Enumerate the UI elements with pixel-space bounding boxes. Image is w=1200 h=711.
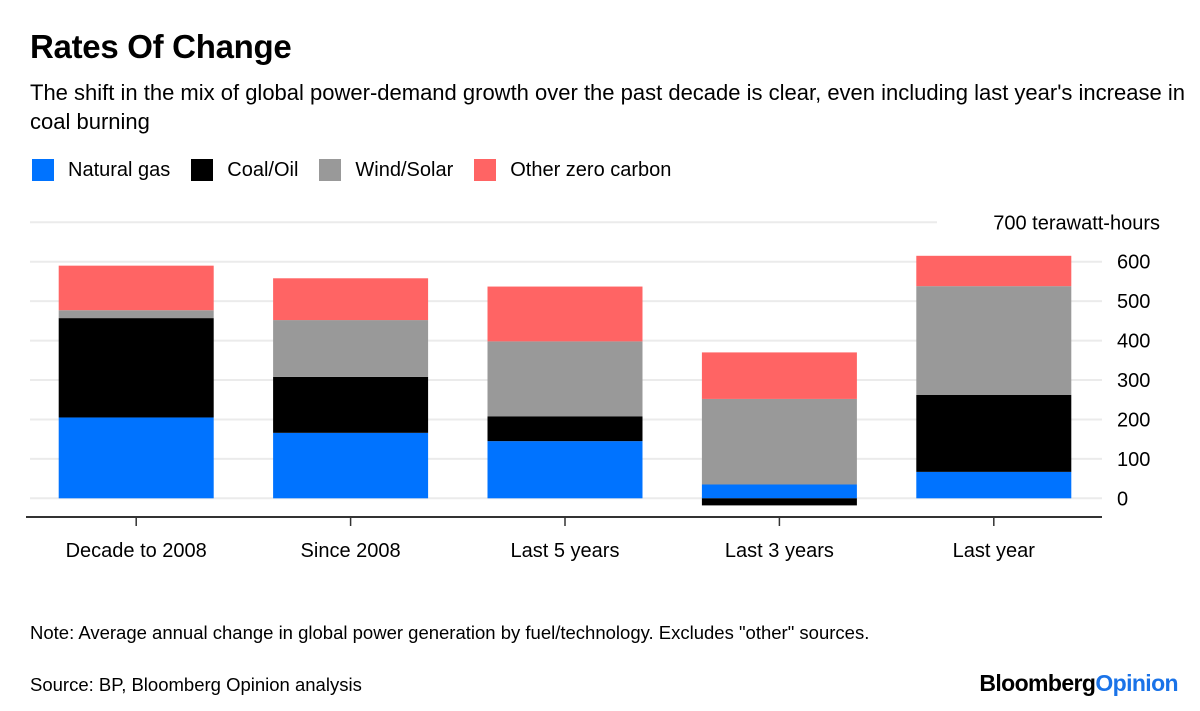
- brand-logo-main: Bloomberg: [979, 670, 1096, 696]
- bar-last-5-years-natural-gas: [487, 441, 643, 499]
- y-tick-label-300: 300: [1117, 370, 1150, 392]
- legend-label-other-zero-carbon: Other zero carbon: [510, 158, 672, 181]
- bar-last-year-natural-gas: [916, 471, 1072, 499]
- bar-since-2008-wind-solar: [273, 320, 429, 377]
- bar-last-3-years-natural-gas: [701, 484, 857, 499]
- legend-item-other-zero-carbon: Other zero carbon: [474, 159, 671, 182]
- bar-last-3-years-wind-solar: [701, 398, 857, 485]
- bar-last-5-years-wind-solar: [487, 341, 643, 417]
- y-tick-label-500: 500: [1117, 291, 1150, 313]
- bar-since-2008-coal-oil: [273, 376, 429, 433]
- y-tick-label-200: 200: [1117, 409, 1150, 431]
- legend-swatch-other-zero-carbon: [474, 159, 497, 181]
- legend-label-wind-solar: Wind/Solar: [355, 158, 454, 181]
- bar-last-year-coal-oil: [916, 394, 1072, 472]
- y-axis: 0 100 200 300 400 500 600 700 terawatt-hours: [993, 212, 1160, 510]
- bar-since-2008-other-zero-carbon: [273, 278, 429, 321]
- bar-decade-to-2008-coal-oil: [58, 318, 214, 418]
- bar-decade-to-2008-other-zero-carbon: [58, 265, 214, 311]
- y-tick-label-0: 0: [1117, 488, 1128, 510]
- legend-item-natural-gas: Natural gas: [32, 159, 170, 182]
- y-tick-label-600: 600: [1117, 252, 1150, 274]
- bar-last-5-years-coal-oil: [487, 416, 643, 442]
- legend: Natural gas Coal/Oil Wind/Solar Other ze…: [32, 158, 692, 182]
- x-tick-label-last-5-years: Last 5 years: [511, 540, 620, 562]
- footer-source: Source: BP, Bloomberg Opinion analysis: [30, 674, 362, 695]
- legend-label-coal-oil: Coal/Oil: [227, 158, 299, 181]
- bar-since-2008-natural-gas: [273, 432, 429, 499]
- bar-group-last-5-years: [487, 286, 643, 499]
- chart-subtitle: The shift in the mix of global power-dem…: [30, 80, 1185, 134]
- bar-decade-to-2008-natural-gas: [58, 417, 214, 499]
- legend-item-wind-solar: Wind/Solar: [319, 159, 453, 182]
- y-tick-label-400: 400: [1117, 331, 1150, 353]
- x-axis: [26, 516, 1102, 526]
- bars: [58, 255, 1072, 506]
- bar-last-year-wind-solar: [916, 286, 1072, 395]
- legend-swatch-natural-gas: [32, 159, 54, 181]
- chart-title: Rates Of Change: [30, 28, 292, 65]
- legend-item-coal-oil: Coal/Oil: [191, 159, 298, 182]
- legend-swatch-coal-oil: [191, 159, 214, 181]
- legend-label-natural-gas: Natural gas: [68, 158, 171, 181]
- bar-last-5-years-other-zero-carbon: [487, 286, 643, 342]
- legend-swatch-wind-solar: [319, 159, 342, 181]
- brand-logo-accent: Opinion: [1095, 670, 1178, 696]
- brand-logo: BloombergOpinion: [979, 670, 1178, 697]
- bar-group-since-2008: [273, 278, 429, 499]
- x-tick-label-since-2008: Since 2008: [301, 540, 401, 562]
- bar-decade-to-2008-wind-solar: [58, 310, 214, 319]
- y-tick-label-700: 700 terawatt-hours: [993, 212, 1160, 234]
- x-axis-labels: Decade to 2008 Since 2008 Last 5 years Last…: [66, 540, 1036, 562]
- x-tick-label-last-year: Last year: [953, 540, 1036, 562]
- y-tick-label-100: 100: [1117, 449, 1150, 471]
- bar-group-last-3-years: [701, 352, 857, 506]
- bar-group-last-year: [916, 255, 1072, 499]
- bar-last-3-years-other-zero-carbon: [701, 352, 857, 399]
- bar-group-decade-to-2008: [58, 265, 214, 499]
- footer-note: Note: Average annual change in global po…: [30, 622, 870, 643]
- x-tick-label-decade-to-2008: Decade to 2008: [66, 540, 207, 562]
- bar-last-year-other-zero-carbon: [916, 255, 1072, 287]
- x-tick-label-last-3-years: Last 3 years: [725, 540, 834, 562]
- bar-last-3-years-coal-oil: [701, 498, 857, 506]
